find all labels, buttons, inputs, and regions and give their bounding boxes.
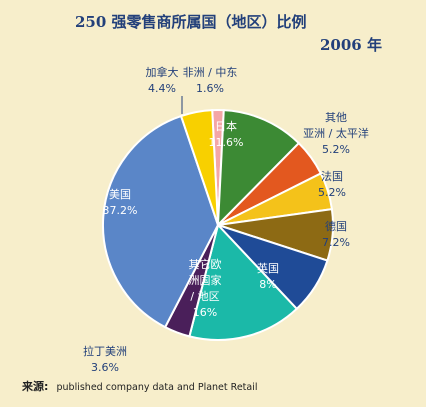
slice-label-9: 加拿大 4.4% xyxy=(146,65,179,95)
slice-label-6: 其它欧洲国家/ 地区 16% xyxy=(189,257,222,319)
pie-slice-9 xyxy=(179,109,219,226)
slice-label-3: 法国 5.2% xyxy=(318,169,346,199)
source-text: published company data and Planet Retail xyxy=(57,382,258,393)
source-key: 来源: xyxy=(21,379,48,393)
slice-label-4: 德国 7.2% xyxy=(322,219,350,249)
slice-label-8: 美国 37.2% xyxy=(103,188,138,217)
chart-title-line1: 250 强零售商所属国（地区）比例 xyxy=(75,13,307,31)
source-note: 来源: published company data and Planet Re… xyxy=(21,375,257,394)
slice-labels: 非洲 / 中东 1.6% 日本 11.6% 其他亚洲 / 太平洋 5.2% 法国 5.2% 德国… xyxy=(83,65,369,374)
slice-label-5: 英国 8% xyxy=(257,261,279,291)
pie-slice-1 xyxy=(216,109,301,228)
pie-slice-8 xyxy=(102,114,220,329)
slice-label-2: 其他亚洲 / 太平洋 5.2% xyxy=(303,111,369,156)
slice-label-1: 日本 11.6% xyxy=(209,119,244,149)
pie-slice-6 xyxy=(188,222,299,341)
slice-label-0: 非洲 / 中东 1.6% xyxy=(183,66,238,95)
slice-label-7: 拉丁美洲 3.6% xyxy=(83,344,127,374)
pie-slices xyxy=(102,109,334,341)
chart-title-line2: 2006 年 xyxy=(320,36,382,54)
